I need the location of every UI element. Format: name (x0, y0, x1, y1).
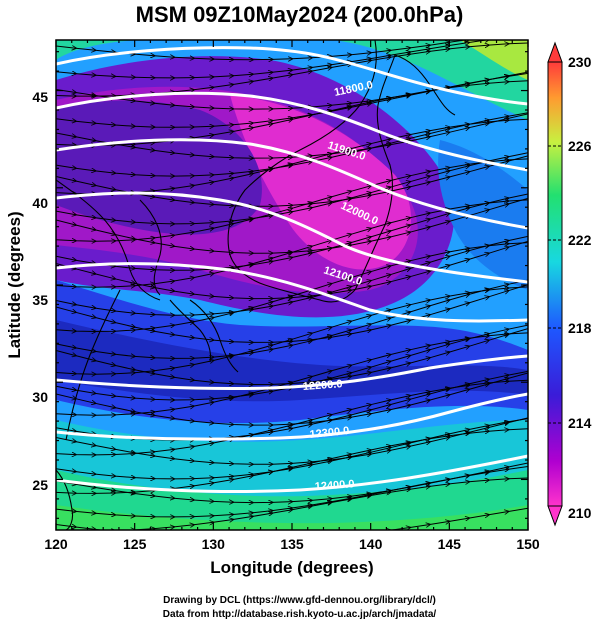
contour-label-12400: 12400.0 (314, 478, 355, 493)
contour-label-12300: 12300.0 (309, 425, 350, 441)
colorbar-tick-label: 226 (568, 138, 592, 154)
x-tick-label: 140 (359, 536, 383, 552)
x-tick-label: 130 (202, 536, 226, 552)
y-tick-label: 25 (32, 477, 48, 493)
colorbar-tick-label: 210 (568, 505, 592, 521)
credits: Drawing by DCL (https://www.gfd-dennou.o… (0, 594, 599, 622)
x-axis-title: Longitude (degrees) (210, 558, 373, 577)
axis-ticks (55, 40, 529, 530)
y-tick-label: 35 (32, 292, 48, 308)
x-tick-label: 135 (280, 536, 304, 552)
x-tick-label: 125 (123, 536, 147, 552)
colorbar-gradient (547, 61, 563, 507)
colorbar-tick-label: 230 (568, 54, 592, 70)
y-tick-labels: 25 30 35 40 45 (32, 89, 48, 493)
wind-streamlines (56, 40, 528, 530)
x-tick-label: 145 (438, 536, 462, 552)
streamline (56, 507, 528, 530)
y-tick-label: 40 (32, 195, 48, 211)
colorbar-tick-label: 218 (568, 320, 592, 336)
x-tick-labels: 120 125 130 135 140 145 150 (44, 536, 540, 552)
map-title: MSM 09Z10May2024 (200.0hPa) (135, 2, 464, 27)
colorbar-tick-label: 222 (568, 232, 592, 248)
y-tick-label: 45 (32, 89, 48, 105)
y-tick-label: 30 (32, 389, 48, 405)
colorbar-tick-label: 214 (568, 415, 592, 431)
colorbar-min-triangle (547, 505, 563, 527)
x-tick-label: 120 (44, 536, 68, 552)
credit-line-drawing: Drawing by DCL (https://www.gfd-dennou.o… (163, 595, 436, 606)
credit-line-data: Data from http://database.rish.kyoto-u.a… (162, 609, 437, 620)
x-tick-label: 150 (516, 536, 540, 552)
colorbar-max-triangle (547, 41, 563, 63)
height-contours (56, 46, 528, 494)
contour-label-12200: 12200.0 (302, 378, 343, 393)
y-axis-title: Latitude (degrees) (5, 211, 24, 358)
colorbar: 230 226 222 218 214 210 (547, 41, 592, 527)
